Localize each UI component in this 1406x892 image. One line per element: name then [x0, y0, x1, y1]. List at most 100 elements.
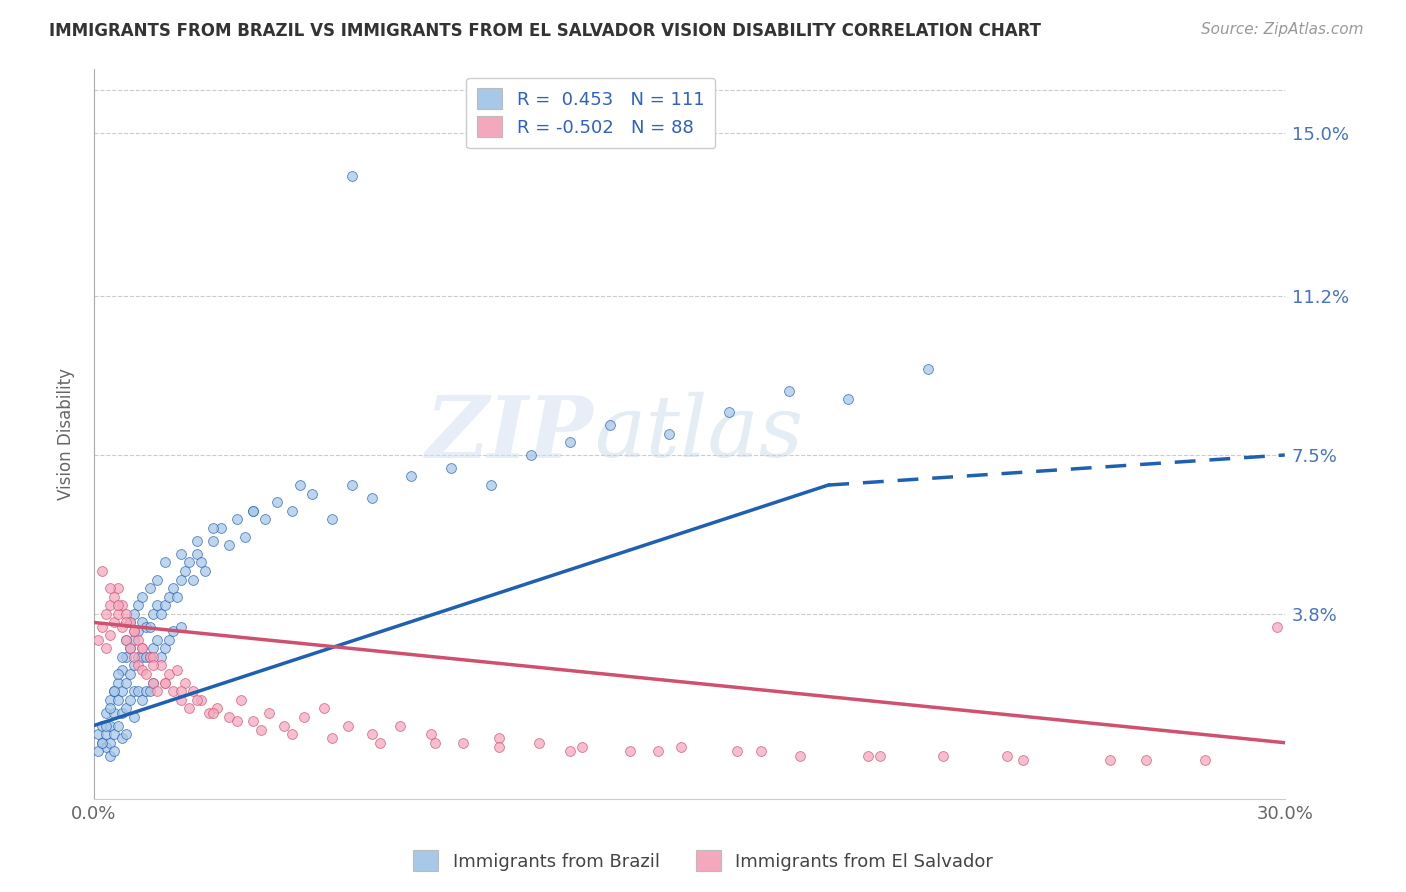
Point: [162, 624, 184, 638]
Point: [368, 736, 391, 750]
Point: [94, 641, 117, 656]
Point: [94, 718, 117, 732]
Point: [114, 649, 136, 664]
Point: [321, 512, 343, 526]
Point: [479, 478, 502, 492]
Point: [114, 632, 136, 647]
Point: [856, 748, 879, 763]
Point: [114, 615, 136, 630]
Point: [488, 731, 510, 746]
Point: [146, 684, 169, 698]
Point: [122, 684, 145, 698]
Point: [658, 426, 681, 441]
Point: [290, 478, 312, 492]
Point: [1099, 753, 1122, 767]
Text: IMMIGRANTS FROM BRAZIL VS IMMIGRANTS FROM EL SALVADOR VISION DISABILITY CORRELAT: IMMIGRANTS FROM BRAZIL VS IMMIGRANTS FRO…: [49, 22, 1042, 40]
Point: [138, 581, 160, 595]
Point: [131, 641, 153, 656]
Point: [157, 590, 180, 604]
Point: [98, 692, 121, 706]
Point: [218, 538, 240, 552]
Point: [98, 581, 121, 595]
Point: [527, 736, 550, 750]
Point: [1265, 620, 1288, 634]
Point: [266, 495, 288, 509]
Text: atlas: atlas: [595, 392, 803, 475]
Point: [179, 701, 201, 715]
Point: [103, 684, 125, 698]
Point: [292, 710, 315, 724]
Point: [340, 169, 363, 183]
Point: [157, 667, 180, 681]
Point: [90, 718, 112, 732]
Point: [94, 706, 117, 720]
Point: [111, 663, 134, 677]
Point: [98, 718, 121, 732]
Point: [150, 649, 173, 664]
Point: [131, 649, 153, 664]
Point: [314, 701, 336, 715]
Point: [837, 392, 859, 407]
Point: [170, 573, 193, 587]
Point: [90, 620, 112, 634]
Point: [107, 599, 129, 613]
Point: [150, 607, 173, 621]
Point: [138, 684, 160, 698]
Point: [103, 744, 125, 758]
Point: [111, 649, 134, 664]
Point: [131, 692, 153, 706]
Point: [174, 564, 197, 578]
Point: [619, 744, 641, 758]
Point: [142, 675, 165, 690]
Point: [174, 675, 197, 690]
Point: [155, 675, 177, 690]
Point: [111, 706, 134, 720]
Point: [127, 649, 149, 664]
Point: [142, 675, 165, 690]
Point: [127, 599, 149, 613]
Point: [647, 744, 669, 758]
Point: [599, 417, 621, 432]
Point: [198, 706, 221, 720]
Point: [1011, 753, 1033, 767]
Point: [122, 624, 145, 638]
Point: [138, 620, 160, 634]
Point: [181, 684, 204, 698]
Point: [103, 590, 125, 604]
Point: [995, 748, 1018, 763]
Point: [98, 701, 121, 715]
Point: [186, 547, 208, 561]
Point: [281, 727, 304, 741]
Point: [190, 692, 212, 706]
Point: [560, 435, 582, 450]
Point: [127, 624, 149, 638]
Point: [103, 727, 125, 741]
Point: [170, 692, 193, 706]
Point: [155, 641, 177, 656]
Point: [138, 649, 160, 664]
Point: [103, 684, 125, 698]
Point: [131, 615, 153, 630]
Point: [111, 731, 134, 746]
Point: [94, 739, 117, 754]
Point: [90, 736, 112, 750]
Point: [388, 718, 411, 732]
Point: [146, 599, 169, 613]
Point: [155, 675, 177, 690]
Point: [118, 615, 141, 630]
Point: [98, 736, 121, 750]
Point: [142, 641, 165, 656]
Point: [142, 607, 165, 621]
Point: [1194, 753, 1216, 767]
Point: [242, 714, 264, 729]
Point: [142, 649, 165, 664]
Point: [440, 461, 463, 475]
Point: [560, 744, 582, 758]
Point: [114, 632, 136, 647]
Point: [107, 607, 129, 621]
Point: [131, 590, 153, 604]
Point: [194, 564, 217, 578]
Point: [135, 649, 157, 664]
Point: [225, 512, 247, 526]
Point: [229, 692, 252, 706]
